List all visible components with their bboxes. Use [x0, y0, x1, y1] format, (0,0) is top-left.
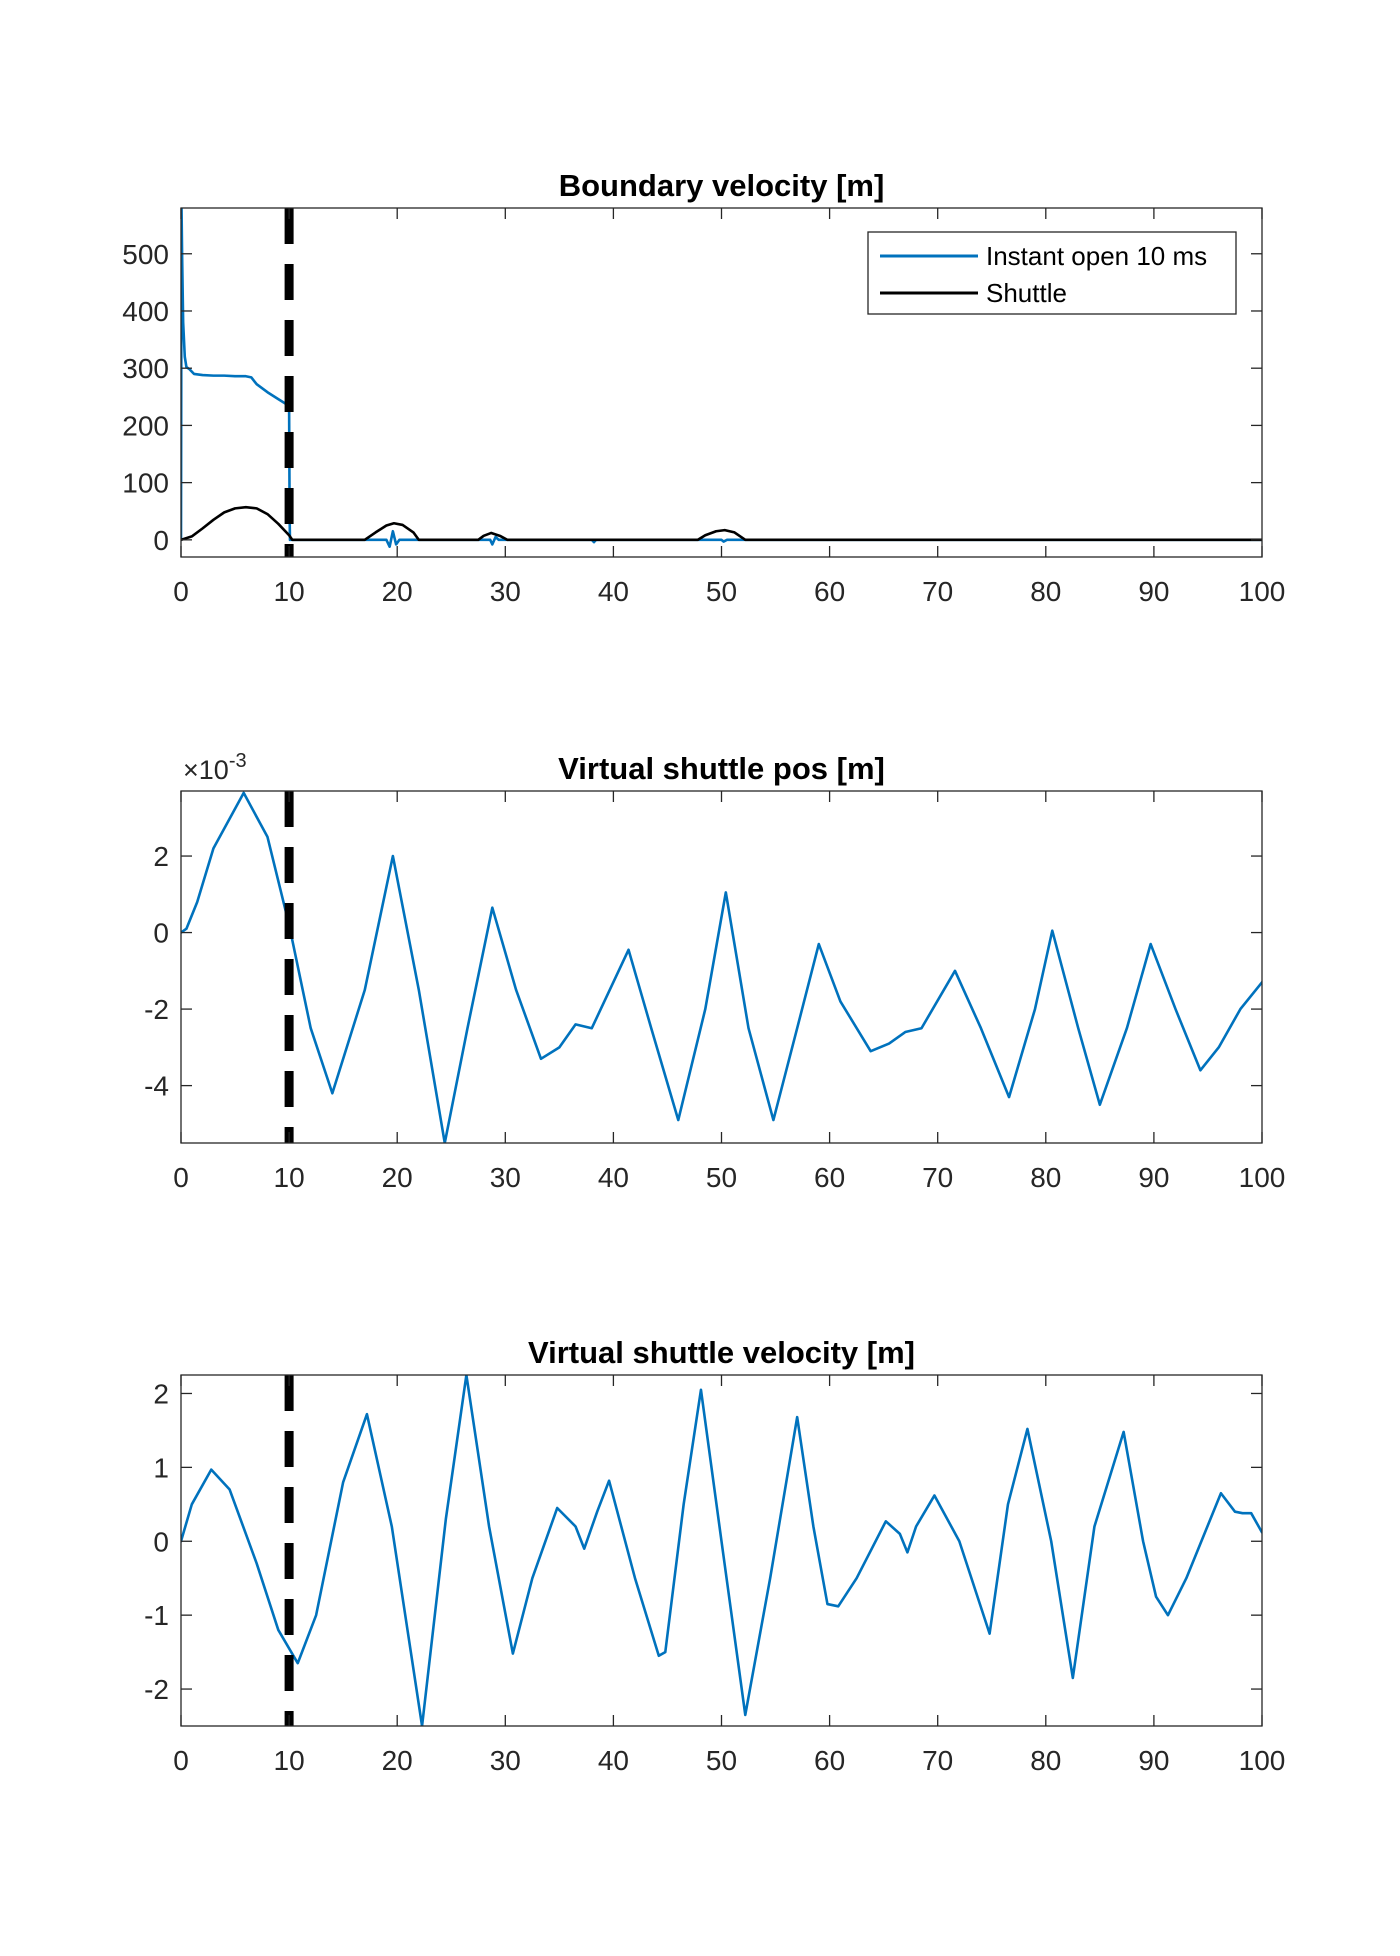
- series-line-shuttle: [181, 505, 1262, 542]
- x-tick-label: 50: [706, 1162, 737, 1193]
- x-tick-label: 70: [922, 576, 953, 607]
- subplot-virtual-shuttle-pos: 0 10 20 30 40 50 60 70 80 90 100 -4 -2 0 2 Virtual shut…: [144, 750, 1285, 1193]
- x-tick-label: 20: [382, 1162, 413, 1193]
- y-tick-label: 0: [153, 918, 169, 949]
- x-tick-label: 60: [814, 1745, 845, 1776]
- y-tick-label: 500: [122, 239, 169, 270]
- y-tick-label: 200: [122, 410, 169, 441]
- x-tick-label: 60: [814, 1162, 845, 1193]
- x-tick-label: 30: [490, 576, 521, 607]
- y-exponent-label: ×10-3: [183, 750, 247, 785]
- legend-box: [867, 231, 1237, 315]
- y-tick-label: 100: [122, 468, 169, 499]
- y-tick-label: -4: [144, 1071, 169, 1102]
- series-line-0: [181, 791, 1262, 1143]
- y-tick-label: 0: [153, 1526, 169, 1557]
- x-tick-label: 100: [1239, 1162, 1286, 1193]
- y-exponent-power: -3: [229, 750, 247, 772]
- x-tick-label: 10: [274, 1745, 305, 1776]
- y-tick-label: -1: [144, 1600, 169, 1631]
- chart-title: Boundary velocity [m]: [559, 168, 885, 203]
- subplot-boundary-velocity: 0 10 20 30 40 50 60 70 80 90 100 0 100 200 300 400 500 Bo…: [122, 168, 1285, 607]
- x-tick-label: 0: [173, 1745, 189, 1776]
- series-line-0: [181, 1375, 1262, 1726]
- y-tick-label: 300: [122, 353, 169, 384]
- x-tick-label: 0: [173, 576, 189, 607]
- x-tick-label: 90: [1138, 1745, 1169, 1776]
- y-tick-label: -2: [144, 1674, 169, 1705]
- x-tick-label: 20: [382, 1745, 413, 1776]
- chart-title: Virtual shuttle velocity [m]: [528, 1335, 915, 1370]
- x-tick-label: 40: [598, 1162, 629, 1193]
- x-tick-label: 40: [598, 1745, 629, 1776]
- x-tick-label: 70: [922, 1745, 953, 1776]
- y-tick-label: -2: [144, 994, 169, 1025]
- y-tick-label: 400: [122, 296, 169, 327]
- series-line-instant-open-10-ms: [181, 208, 1262, 549]
- x-tick-label: 30: [490, 1745, 521, 1776]
- x-tick-label: 50: [706, 1745, 737, 1776]
- x-tick-label: 100: [1239, 576, 1286, 607]
- chart-title: Virtual shuttle pos [m]: [558, 751, 885, 786]
- y-tick-label: 0: [153, 525, 169, 556]
- x-tick-label: 90: [1138, 576, 1169, 607]
- legend: Instant open 10 ms Shuttle: [867, 231, 1237, 315]
- x-tick-label: 80: [1030, 576, 1061, 607]
- x-tick-label: 0: [173, 1162, 189, 1193]
- x-tick-label: 100: [1239, 1745, 1286, 1776]
- x-tick-label: 10: [274, 576, 305, 607]
- x-tick-label: 30: [490, 1162, 521, 1193]
- plot-area: [181, 791, 1262, 1143]
- y-tick-label: 2: [153, 1378, 169, 1409]
- x-tick-label: 70: [922, 1162, 953, 1193]
- subplot-virtual-shuttle-velocity: 0 10 20 30 40 50 60 70 80 90 100 -2 -1 0 1 2 Virtual shu…: [144, 1335, 1285, 1776]
- x-tick-label: 40: [598, 576, 629, 607]
- x-tick-label: 80: [1030, 1162, 1061, 1193]
- x-tick-label: 60: [814, 576, 845, 607]
- y-tick-label: 2: [153, 841, 169, 872]
- x-tick-label: 50: [706, 576, 737, 607]
- x-tick-label: 80: [1030, 1745, 1061, 1776]
- x-tick-label: 10: [274, 1162, 305, 1193]
- x-tick-label: 90: [1138, 1162, 1169, 1193]
- legend-entry-instant-open-10-ms: Instant open 10 ms: [986, 241, 1207, 271]
- legend-entry-shuttle: Shuttle: [986, 278, 1067, 308]
- y-tick-label: 1: [153, 1452, 169, 1483]
- x-tick-label: 20: [382, 576, 413, 607]
